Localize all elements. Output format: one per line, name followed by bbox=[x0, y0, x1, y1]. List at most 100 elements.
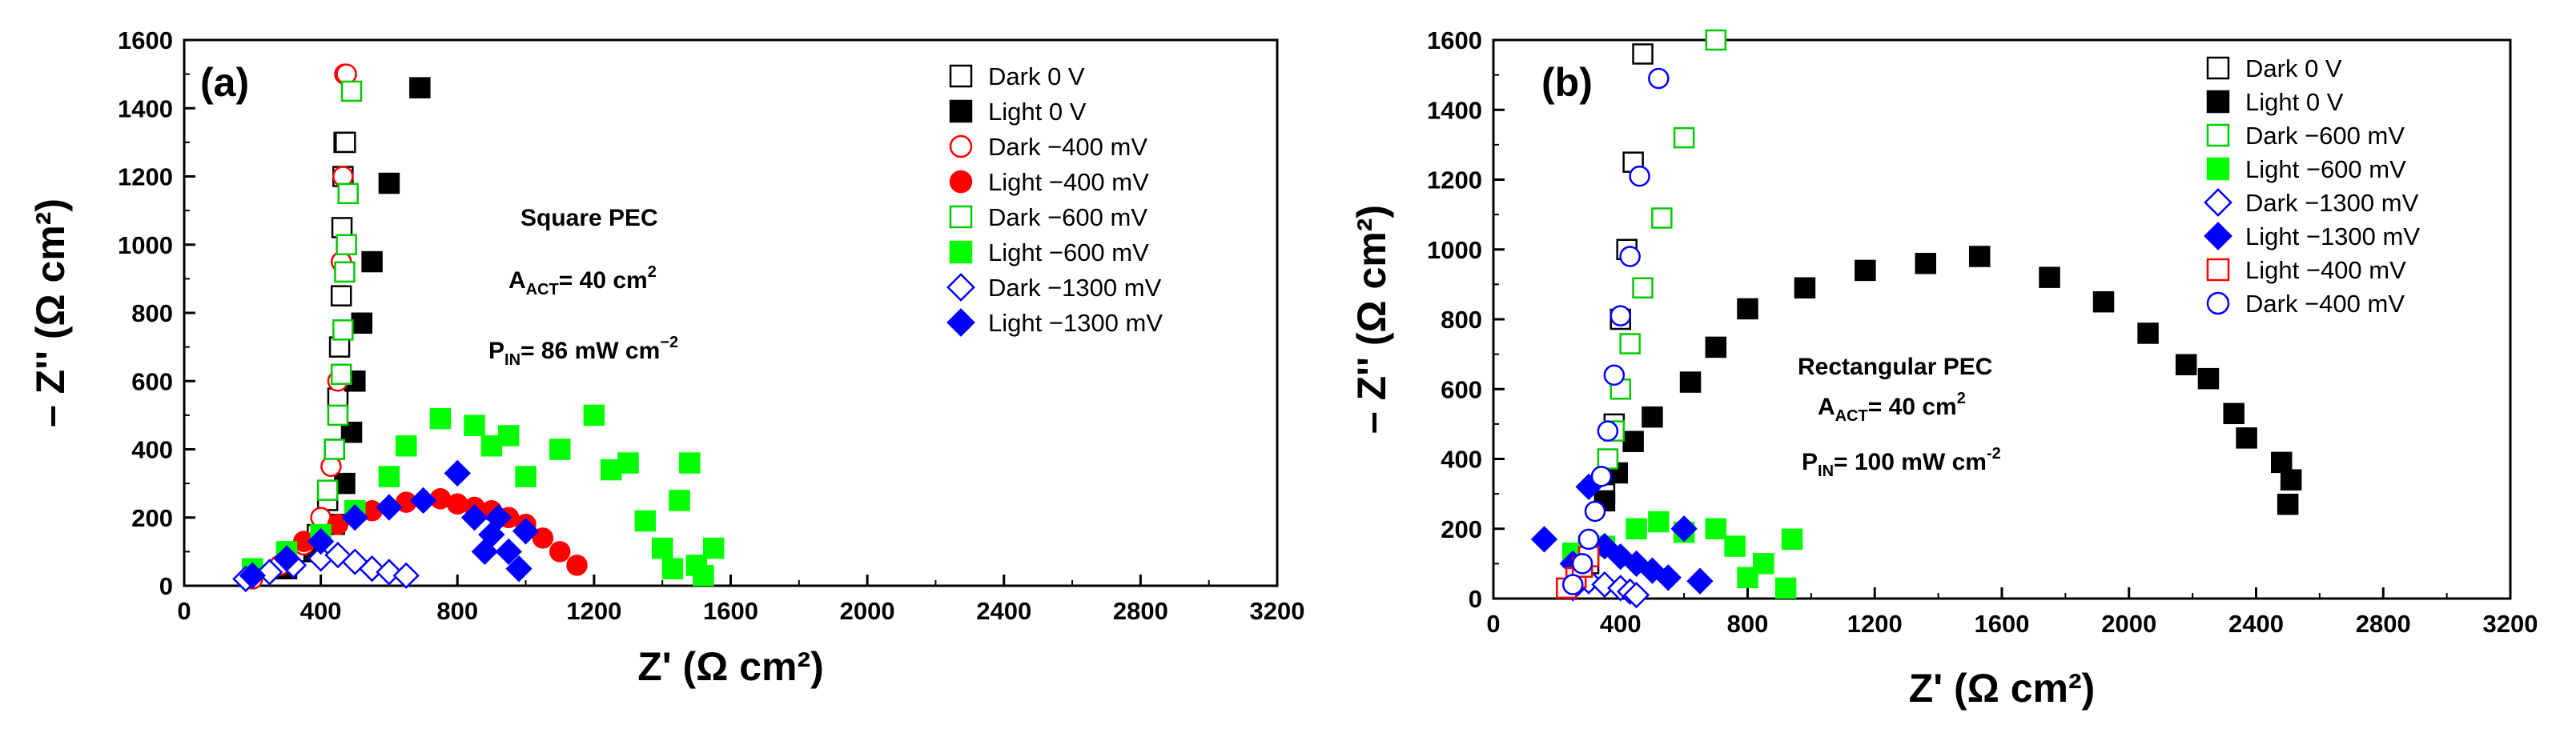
data-point bbox=[376, 494, 403, 521]
x-tick-label: 2400 bbox=[976, 597, 1031, 625]
y-tick-label: 400 bbox=[131, 436, 173, 464]
data-point bbox=[447, 493, 468, 515]
annotation-text: AACT= 40 cm2 bbox=[1818, 390, 1966, 425]
data-point bbox=[409, 77, 431, 98]
series-dark-minus-1300-mv bbox=[232, 541, 420, 593]
data-point bbox=[1968, 246, 1991, 267]
legend-label: Light 0 V bbox=[2245, 88, 2344, 116]
data-point bbox=[2271, 451, 2293, 474]
data-point bbox=[693, 564, 714, 587]
data-point bbox=[1705, 29, 1727, 51]
annotation-text: Square PEC bbox=[520, 205, 658, 231]
data-point bbox=[328, 336, 351, 358]
data-point bbox=[332, 319, 354, 341]
y-tick-label: 1600 bbox=[118, 26, 173, 54]
x-tick-label: 1200 bbox=[566, 597, 621, 625]
legend-marker bbox=[2204, 188, 2232, 217]
series-light-minus-1300-mv bbox=[1530, 473, 1714, 595]
x-tick-label: 1600 bbox=[703, 597, 758, 625]
legend-label: Light −600 mV bbox=[2245, 155, 2406, 183]
x-tick-label: 2000 bbox=[840, 597, 895, 625]
data-point bbox=[2223, 403, 2244, 425]
legend-label: Dark 0 V bbox=[2245, 54, 2342, 82]
data-point bbox=[396, 435, 417, 457]
data-point bbox=[1626, 518, 1647, 539]
data-point bbox=[2092, 290, 2115, 313]
data-point bbox=[2175, 354, 2197, 375]
data-point bbox=[409, 487, 437, 515]
data-point bbox=[1622, 581, 1650, 609]
legend: Dark 0 V Light 0 V Dark −600 mV Light −600 … bbox=[2204, 54, 2420, 318]
data-point bbox=[549, 439, 571, 460]
y-tick-label: 800 bbox=[1441, 306, 1482, 334]
data-point bbox=[2039, 266, 2060, 288]
data-point bbox=[1597, 420, 1619, 442]
data-point bbox=[334, 261, 356, 283]
data-point bbox=[444, 459, 471, 487]
data-point bbox=[1855, 259, 1876, 282]
legend-marker bbox=[949, 134, 973, 158]
data-point bbox=[1609, 305, 1631, 326]
legend-label: Light −1300 mV bbox=[988, 309, 1163, 337]
series-dark-minus-600-mv bbox=[316, 80, 363, 501]
data-point bbox=[1781, 528, 1803, 551]
data-point bbox=[358, 555, 386, 583]
data-point bbox=[460, 504, 488, 531]
legend-marker bbox=[2206, 56, 2230, 80]
series-light-minus-1300-mv bbox=[239, 459, 540, 589]
legend-label: Light 0 V bbox=[988, 98, 1087, 126]
x-axis-title: Z' (Ω cm²) bbox=[637, 644, 824, 689]
data-point bbox=[2280, 469, 2302, 491]
legend-marker bbox=[2206, 123, 2230, 147]
data-point bbox=[1632, 43, 1654, 65]
y-tick-label: 1400 bbox=[118, 94, 173, 122]
y-tick-label: 1000 bbox=[1427, 236, 1482, 264]
data-point bbox=[330, 363, 352, 385]
legend-label: Light −400 mV bbox=[2245, 256, 2406, 284]
data-point bbox=[1530, 526, 1558, 553]
data-point bbox=[361, 250, 383, 273]
data-point bbox=[307, 527, 335, 555]
data-point bbox=[1571, 553, 1593, 575]
data-point bbox=[661, 558, 684, 579]
data-point bbox=[2197, 367, 2220, 390]
data-point bbox=[1794, 277, 1816, 298]
data-point bbox=[429, 407, 452, 430]
data-point bbox=[1622, 431, 1644, 452]
data-point bbox=[1654, 564, 1682, 591]
data-point bbox=[2277, 493, 2299, 515]
y-tick-label: 0 bbox=[159, 572, 173, 600]
data-point bbox=[1915, 252, 1936, 274]
data-point bbox=[549, 541, 571, 563]
y-tick-label: 400 bbox=[1441, 446, 1482, 474]
data-point bbox=[1619, 246, 1641, 267]
legend-marker bbox=[946, 273, 975, 302]
y-tick-label: 1000 bbox=[118, 231, 173, 259]
legend-label: Light −1300 mV bbox=[2245, 222, 2420, 250]
data-point bbox=[340, 80, 363, 102]
y-tick-label: 0 bbox=[1469, 585, 1482, 613]
data-point bbox=[669, 490, 690, 511]
legend-label: Dark −400 mV bbox=[988, 133, 1147, 161]
legend-label: Dark 0 V bbox=[988, 62, 1085, 90]
y-axis-title: – Z'' (Ω cm²) bbox=[28, 198, 73, 427]
data-point bbox=[1670, 515, 1698, 543]
data-point bbox=[1673, 126, 1695, 149]
data-point bbox=[1705, 518, 1727, 539]
legend-label: Dark −600 mV bbox=[2245, 122, 2405, 150]
series-dark-minus-400-mv bbox=[1561, 67, 1670, 595]
data-point bbox=[1737, 567, 1758, 589]
legend-marker bbox=[949, 240, 973, 264]
data-point bbox=[378, 466, 400, 487]
x-tick-label: 3200 bbox=[2483, 610, 2538, 638]
y-tick-label: 1200 bbox=[118, 163, 173, 191]
data-point bbox=[1577, 528, 1600, 551]
data-point bbox=[1753, 553, 1774, 575]
x-axis-title: Z' (Ω cm²) bbox=[1909, 666, 2096, 711]
legend-marker bbox=[2206, 90, 2230, 114]
data-point bbox=[336, 234, 357, 255]
y-tick-label: 600 bbox=[1441, 375, 1482, 403]
y-tick-label: 200 bbox=[1441, 515, 1482, 543]
data-point bbox=[617, 452, 639, 474]
